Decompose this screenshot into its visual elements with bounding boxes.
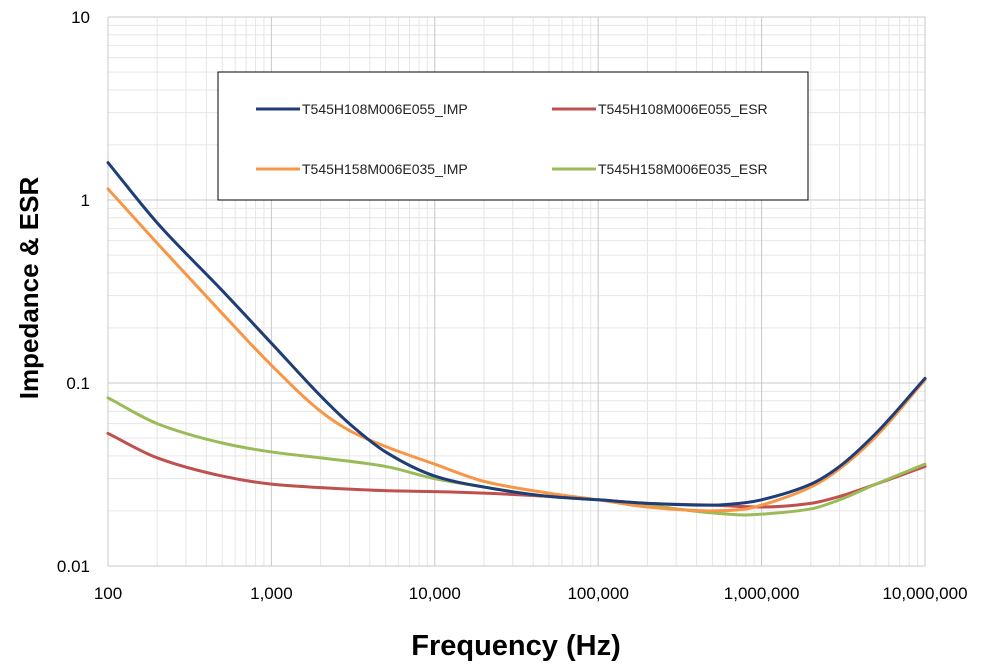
legend-label: T545H108M006E055_ESR xyxy=(598,101,768,117)
legend-label: T545H158M006E035_ESR xyxy=(598,161,768,177)
x-tick-label: 10,000 xyxy=(409,584,461,603)
x-tick-label: 100,000 xyxy=(567,584,628,603)
x-tick-label: 1,000 xyxy=(250,584,293,603)
x-tick-label: 100 xyxy=(94,584,122,603)
legend-box xyxy=(217,71,809,201)
series-lines xyxy=(106,161,927,517)
series-line-T545H108M006E055_IMP xyxy=(106,161,927,507)
y-tick-label: 0.1 xyxy=(66,374,90,393)
legend-label: T545H158M006E035_IMP xyxy=(302,161,468,177)
y-tick-label: 10 xyxy=(71,8,90,27)
x-axis-title: Frequency (Hz) xyxy=(411,630,620,662)
x-tick-label: 1,000,000 xyxy=(724,584,800,603)
y-tick-labels: 0.01 0.1 1 10 xyxy=(57,8,90,576)
y-tick-label: 0.01 xyxy=(57,557,90,576)
legend-label: T545H108M006E055_IMP xyxy=(302,101,468,117)
y-tick-label: 1 xyxy=(81,191,90,210)
x-tick-labels: 100 1,000 10,000 100,000 1,000,000 10,000,000 xyxy=(94,584,968,603)
y-axis-title: Impedance & ESR xyxy=(14,177,44,400)
series-line-T545H158M006E035_IMP xyxy=(106,187,927,513)
x-tick-label: 10,000,000 xyxy=(882,584,967,603)
legend: T545H108M006E055_IMP T545H108M006E055_ESR… xyxy=(217,71,809,201)
